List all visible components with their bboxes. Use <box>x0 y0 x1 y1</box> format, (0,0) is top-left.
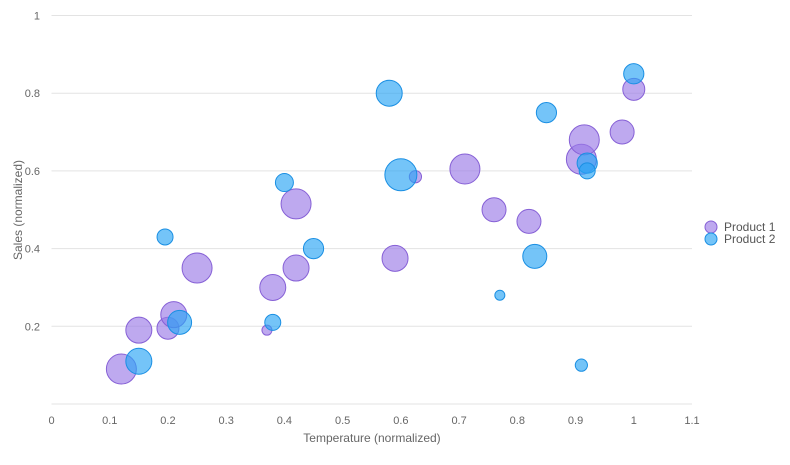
bubble-point[interactable] <box>167 309 193 335</box>
x-tick-label: 0 <box>48 415 54 427</box>
legend-marker-product-2 <box>704 232 718 246</box>
y-tick-label: 0.8 <box>25 88 40 100</box>
x-tick-label: 0.8 <box>510 415 525 427</box>
x-tick-label: 0.5 <box>335 415 350 427</box>
x-tick-label: 0.2 <box>160 415 175 427</box>
legend-marker-product-1 <box>704 220 718 234</box>
bubble-point[interactable] <box>156 228 174 246</box>
bubble-point[interactable] <box>568 124 600 156</box>
bubble-point[interactable] <box>280 188 312 220</box>
y-tick-label: 1 <box>34 11 40 23</box>
y-tick-label: 0.2 <box>25 321 40 333</box>
x-axis-title: Temperature (normalized) <box>303 431 440 445</box>
bubble-point[interactable] <box>302 238 325 260</box>
y-axis-title: Sales (normalized) <box>11 160 25 260</box>
bubble-point[interactable] <box>181 252 213 284</box>
bubble-point[interactable] <box>578 162 596 180</box>
bubble-point[interactable] <box>574 358 588 372</box>
bubble-point[interactable] <box>125 316 153 344</box>
bubble-point[interactable] <box>516 208 542 234</box>
bubble-point[interactable] <box>274 173 294 193</box>
x-tick-label: 1.1 <box>684 415 699 427</box>
legend: Product 1 Product 2 <box>704 220 776 246</box>
series-2 <box>125 63 645 375</box>
bubble-point[interactable] <box>375 79 403 107</box>
y-tick-label: 0.4 <box>25 244 40 256</box>
bubble-point[interactable] <box>381 244 409 272</box>
y-tick-label: 0.6 <box>25 166 40 178</box>
bubble-point[interactable] <box>481 197 507 223</box>
legend-label-product-2[interactable]: Product 2 <box>724 232 776 246</box>
bubbles <box>105 63 646 385</box>
bubble-point[interactable] <box>264 313 282 331</box>
x-axis-ticks: 0 0.1 0.2 0.3 0.4 0.5 0.6 0.7 0.8 0.9 1 1.1 <box>48 415 699 427</box>
legend-label-product-1[interactable]: Product 1 <box>724 220 776 234</box>
x-tick-label: 0.9 <box>568 415 583 427</box>
bubble-point[interactable] <box>449 153 481 185</box>
bubble-point[interactable] <box>384 158 418 192</box>
series-1 <box>105 77 646 385</box>
bubble-point[interactable] <box>522 243 548 269</box>
bubble-point[interactable] <box>125 347 153 375</box>
bubble-point[interactable] <box>494 289 506 301</box>
bubble-point[interactable] <box>623 63 645 85</box>
x-tick-label: 0.1 <box>102 415 117 427</box>
x-tick-label: 0.6 <box>393 415 408 427</box>
bubble-point[interactable] <box>535 102 558 124</box>
x-tick-label: 0.3 <box>219 415 234 427</box>
bubble-point[interactable] <box>609 119 635 145</box>
x-tick-label: 0.7 <box>451 415 466 427</box>
x-tick-label: 1 <box>631 415 637 427</box>
bubble-point[interactable] <box>282 254 310 282</box>
gridlines <box>51 15 692 405</box>
bubble-point[interactable] <box>259 273 287 301</box>
x-tick-label: 0.4 <box>277 415 292 427</box>
y-axis-ticks: 0.2 0.4 0.6 0.8 1 <box>25 11 40 334</box>
